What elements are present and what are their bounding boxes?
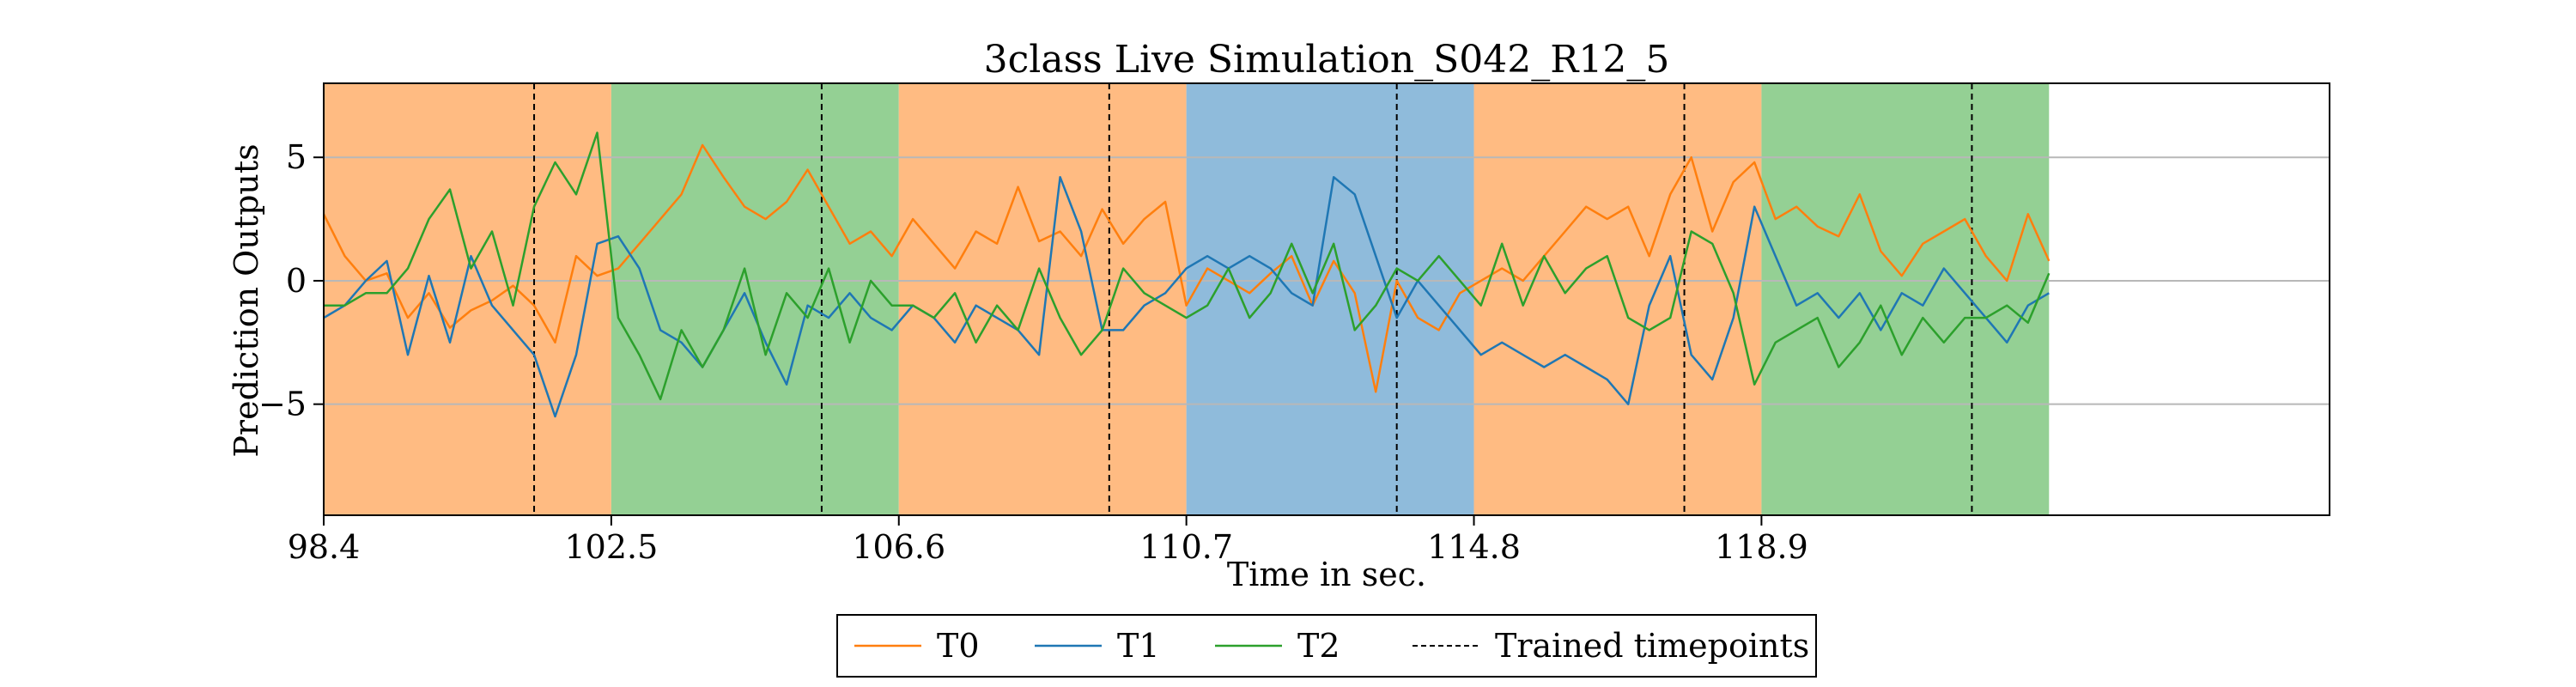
y-axis-label: Prediction Outputs xyxy=(228,143,265,457)
legend-box xyxy=(836,614,1817,678)
x-tick-label: 118.9 xyxy=(1715,528,1808,566)
background-segment-t0 xyxy=(898,83,1187,515)
plot-area: 98.4 102.5 106.6 110.7 114.8 118.9 −5 0 5 xyxy=(258,82,2330,566)
background-segment-t2 xyxy=(1761,83,2050,515)
series-line-t0 xyxy=(322,143,2050,393)
x-axis-label: Time in sec. xyxy=(1227,556,1426,593)
background-segment-t0 xyxy=(324,83,611,515)
background-segment-t1 xyxy=(1186,83,1474,515)
plot-frame xyxy=(323,82,2330,516)
y-tick-label: 5 xyxy=(286,138,307,176)
legend-label-t2: T2 xyxy=(1297,627,1340,665)
y-tick-label: −5 xyxy=(258,386,307,423)
x-tick-label: 114.8 xyxy=(1427,528,1521,566)
x-tick-label: 102.5 xyxy=(564,528,658,566)
x-tick-label: 98.4 xyxy=(288,528,361,566)
legend-label-t1: T1 xyxy=(1117,627,1160,665)
series-line-t2 xyxy=(324,131,2050,401)
background-segment-t0 xyxy=(1473,83,1762,515)
legend-label-trained-timepoints: Trained timepoints xyxy=(1495,627,1809,665)
series-line-t1 xyxy=(323,175,2050,418)
chart-title: 3class Live Simulation_S042_R12_5 xyxy=(984,38,1670,82)
background-segment-t2 xyxy=(611,83,899,515)
legend: T0 T1 T2 Trained timepoints xyxy=(836,614,1817,678)
x-tick-label: 106.6 xyxy=(852,528,945,566)
legend-label-t0: T0 xyxy=(937,627,980,665)
x-tick-label: 110.7 xyxy=(1139,528,1233,566)
y-tick-label: 0 xyxy=(286,262,307,300)
